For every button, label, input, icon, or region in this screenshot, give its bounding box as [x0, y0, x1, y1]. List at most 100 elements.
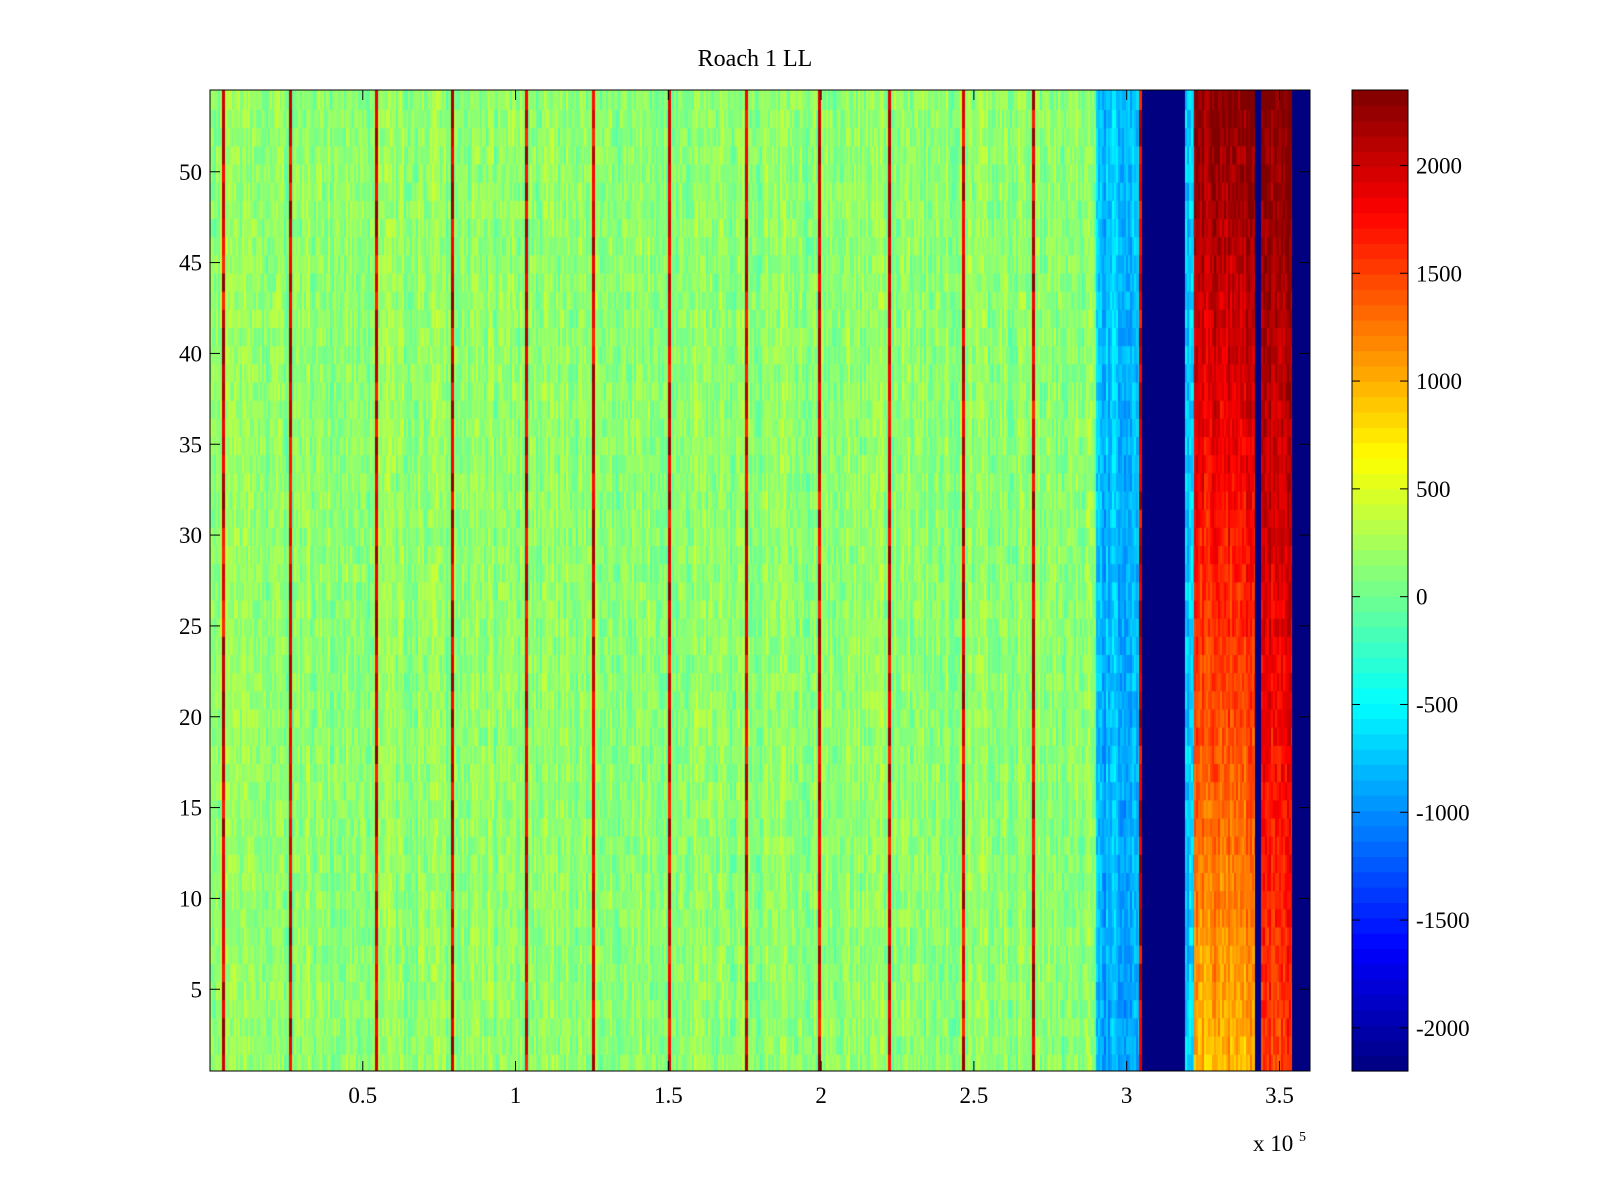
- colorbar-band: [1352, 779, 1408, 796]
- colorbar-band: [1352, 902, 1408, 919]
- colorbar-band: [1352, 810, 1408, 827]
- colorbar-band: [1352, 519, 1408, 536]
- colorbar-tick-label: 0: [1416, 585, 1428, 610]
- chart-title: Roach 1 LL: [698, 46, 813, 72]
- plot-frame: [209, 89, 1311, 1072]
- colorbar-band: [1352, 105, 1408, 122]
- colorbar-band: [1352, 442, 1408, 459]
- colorbar-tick-label: -2000: [1416, 1016, 1470, 1041]
- colorbar-band: [1352, 488, 1408, 505]
- colorbar-band: [1352, 733, 1408, 750]
- y-tick-label: 30: [179, 523, 202, 548]
- colorbar-band: [1352, 319, 1408, 336]
- colorbar-tick-label: 500: [1416, 477, 1451, 502]
- colorbar-band: [1352, 626, 1408, 643]
- colorbar-tick-label: 1500: [1416, 261, 1462, 286]
- x-tick-label: 1.5: [654, 1083, 683, 1108]
- colorbar-band: [1352, 672, 1408, 689]
- colorbar-band: [1352, 1025, 1408, 1041]
- colorbar-band: [1352, 243, 1408, 260]
- y-tick-label: 10: [179, 886, 202, 911]
- colorbar-band: [1352, 197, 1408, 214]
- y-tick-label: 5: [191, 977, 203, 1002]
- colorbar-band: [1352, 166, 1408, 183]
- colorbar-tick-label: 1000: [1416, 369, 1462, 394]
- colorbar-band: [1352, 503, 1408, 520]
- colorbar-band: [1352, 580, 1408, 597]
- colorbar-band: [1352, 350, 1408, 367]
- colorbar-band: [1352, 641, 1408, 658]
- colorbar-axis: 2000 1500 1000 500 0 -500 -1000 -1500 -2000: [1352, 153, 1470, 1041]
- colorbar-tick-label: 2000: [1416, 153, 1462, 178]
- colorbar-band: [1352, 994, 1408, 1011]
- colorbar-band: [1352, 657, 1408, 674]
- colorbar-band: [1352, 381, 1408, 398]
- x-tick-label: 1: [510, 1083, 522, 1108]
- colorbar: [1352, 90, 1408, 1072]
- x-axis-exponent-label: x 10 5: [1253, 1130, 1306, 1156]
- colorbar-band: [1352, 1040, 1408, 1057]
- colorbar-band: [1352, 595, 1408, 612]
- colorbar-tick-label: -1000: [1416, 800, 1470, 825]
- colorbar-band: [1352, 473, 1408, 490]
- y-tick-label: 40: [179, 341, 202, 366]
- colorbar-band: [1352, 795, 1408, 812]
- x-tick-label: 2.5: [960, 1083, 989, 1108]
- colorbar-band: [1352, 871, 1408, 888]
- colorbar-band: [1352, 457, 1408, 474]
- y-tick-label: 25: [179, 614, 202, 639]
- colorbar-band: [1352, 396, 1408, 413]
- colorbar-band: [1352, 933, 1408, 949]
- heatmap-cells: [210, 90, 1310, 1071]
- x-axis-exponent-power: 5: [1299, 1130, 1306, 1145]
- colorbar-band: [1352, 1009, 1408, 1026]
- colorbar-band: [1352, 1055, 1408, 1072]
- colorbar-band: [1352, 304, 1408, 321]
- colorbar-band: [1352, 611, 1408, 628]
- colorbar-band: [1352, 565, 1408, 582]
- y-tick-label: 15: [179, 796, 202, 821]
- y-axis: 5 10 15 20 25 30 35 40 45 50: [179, 160, 1310, 1002]
- colorbar-band: [1352, 887, 1408, 903]
- colorbar-band: [1352, 687, 1408, 704]
- colorbar-band: [1352, 764, 1408, 781]
- colorbar-band: [1352, 365, 1408, 382]
- y-tick-label: 35: [179, 432, 202, 457]
- colorbar-band: [1352, 411, 1408, 428]
- colorbar-band: [1352, 335, 1408, 352]
- colorbar-band: [1352, 825, 1408, 842]
- colorbar-band: [1352, 273, 1408, 290]
- x-tick-label: 2: [815, 1083, 827, 1108]
- colorbar-band: [1352, 549, 1408, 566]
- colorbar-band: [1352, 120, 1408, 137]
- colorbar-band: [1352, 135, 1408, 152]
- colorbar-band: [1352, 90, 1408, 106]
- colorbar-band: [1352, 856, 1408, 873]
- heatmap-plot-area: [210, 90, 1310, 1071]
- colorbar-frame: [1351, 89, 1409, 1072]
- colorbar-tick-label: -500: [1416, 692, 1458, 717]
- y-tick-label: 45: [179, 251, 202, 276]
- colorbar-band: [1352, 181, 1408, 198]
- colorbar-band: [1352, 703, 1408, 720]
- x-axis-exponent-base: x 10: [1253, 1131, 1293, 1156]
- colorbar-band: [1352, 979, 1408, 995]
- colorbar-band: [1352, 227, 1408, 244]
- colorbar-band: [1352, 427, 1408, 444]
- colorbar-band: [1352, 917, 1408, 934]
- x-tick-label: 0.5: [348, 1083, 377, 1108]
- y-tick-label: 20: [179, 705, 202, 730]
- colorbar-band: [1352, 948, 1408, 965]
- colorbar-band: [1352, 841, 1408, 858]
- colorbar-band: [1352, 718, 1408, 735]
- colorbar-band: [1352, 289, 1408, 306]
- x-axis: 0.5 1 1.5 2 2.5 3 3.5: [348, 90, 1294, 1108]
- colorbar-band: [1352, 151, 1408, 168]
- colorbar-band: [1352, 212, 1408, 229]
- colorbar-band: [1352, 963, 1408, 980]
- colorbar-band: [1352, 749, 1408, 766]
- colorbar-tick-label: -1500: [1416, 908, 1470, 933]
- colorbar-band: [1352, 534, 1408, 551]
- y-tick-label: 50: [179, 160, 202, 185]
